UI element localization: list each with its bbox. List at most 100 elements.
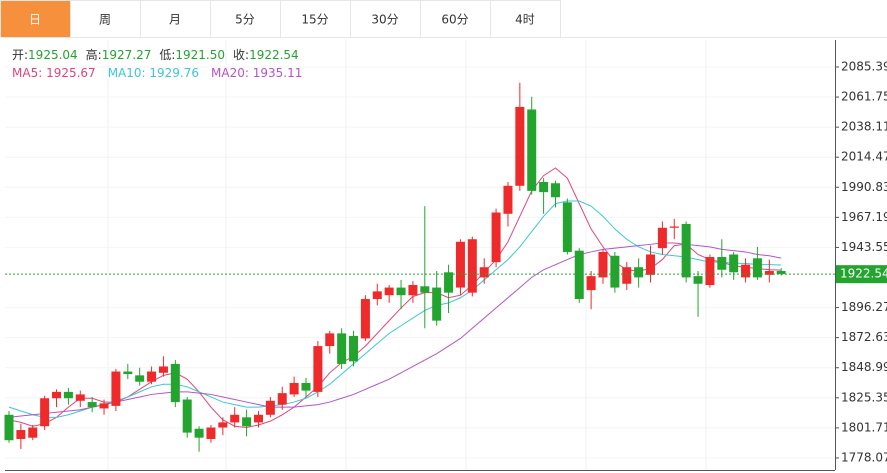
- candle-body: [147, 371, 157, 382]
- candle-body: [515, 106, 525, 186]
- candle-body: [87, 402, 97, 408]
- candle-body: [741, 264, 751, 278]
- info-value: 1921.50: [175, 48, 225, 62]
- last-price-box: [836, 265, 887, 284]
- y-tick-label: 1801.71: [841, 420, 887, 434]
- candle-body: [562, 202, 572, 252]
- ma-value: 1929.76: [149, 66, 199, 80]
- candle-body: [52, 391, 62, 399]
- ma-colon: :: [38, 66, 46, 80]
- candle-body: [75, 394, 85, 401]
- candle-body: [693, 276, 703, 284]
- y-tick-label: 2085.39: [841, 59, 887, 73]
- candle-body: [610, 255, 620, 288]
- candle-body: [634, 267, 644, 278]
- candle-body: [622, 267, 632, 284]
- candle-body: [194, 428, 204, 438]
- candle-body: [170, 363, 180, 403]
- candle-body: [16, 430, 26, 439]
- candle-body: [467, 239, 477, 293]
- candle-body: [135, 375, 145, 382]
- info-label: 开:: [12, 48, 28, 62]
- y-tick-label: 1943.55: [841, 240, 887, 254]
- candle-body: [574, 250, 584, 300]
- candle-body: [586, 276, 596, 291]
- candle-body: [776, 270, 786, 275]
- candle-body: [28, 427, 38, 438]
- y-tick-label: 2061.75: [841, 90, 887, 104]
- candle-body: [764, 271, 774, 275]
- candle-body: [432, 287, 442, 321]
- ma-name: MA20: [211, 66, 245, 80]
- candle-body: [657, 227, 667, 249]
- ma-colon: :: [245, 66, 253, 80]
- tab-label[interactable]: 5分: [235, 13, 255, 27]
- candle-body: [158, 366, 168, 373]
- tab[interactable]: [70, 0, 141, 38]
- info-value: 1922.54: [249, 48, 299, 62]
- ma-line: [8, 242, 782, 418]
- y-tick-label: 1967.19: [841, 210, 887, 224]
- candle-body: [669, 226, 679, 228]
- candle-body: [360, 299, 370, 339]
- tab-label[interactable]: 周: [99, 13, 111, 27]
- ma-colon: :: [142, 66, 150, 80]
- candle-body: [230, 414, 240, 423]
- y-tick-label: 1896.27: [841, 300, 887, 314]
- tab[interactable]: [210, 0, 281, 38]
- tab-label[interactable]: 4时: [515, 13, 535, 27]
- candle-body: [479, 267, 489, 278]
- tab-label[interactable]: 月: [169, 13, 181, 27]
- candle-body: [503, 185, 513, 214]
- y-tick-label: 1848.99: [841, 360, 887, 374]
- ma-name: MA5: [12, 66, 38, 80]
- y-tick-label: 1778.07: [841, 450, 887, 464]
- candle-body: [4, 414, 14, 441]
- info-label: 收:: [233, 48, 249, 62]
- tab-label[interactable]: 日: [29, 13, 41, 27]
- candle-body: [349, 335, 359, 362]
- candle-body: [218, 422, 228, 428]
- candle-body: [242, 417, 252, 427]
- info-value: 1927.27: [102, 48, 152, 62]
- candle-body: [491, 212, 501, 263]
- last-price-label: 1922.54: [840, 267, 887, 281]
- candle-body: [646, 254, 656, 275]
- tab-label[interactable]: 30分: [371, 13, 398, 27]
- tab-label[interactable]: 15分: [301, 13, 328, 27]
- info-value: 1925.04: [28, 48, 78, 62]
- candle-body: [550, 183, 560, 198]
- tab[interactable]: [0, 0, 71, 38]
- candle-body: [313, 346, 323, 392]
- candle-body: [40, 398, 50, 427]
- tab[interactable]: [350, 0, 421, 38]
- candle-body: [527, 109, 537, 191]
- candle-body: [729, 254, 739, 273]
- candle-body: [277, 393, 287, 405]
- y-tick-label: 2014.47: [841, 150, 887, 164]
- tab[interactable]: [490, 0, 561, 38]
- candle-body: [444, 272, 454, 293]
- ma-name: MA10: [108, 66, 142, 80]
- tab[interactable]: [140, 0, 211, 38]
- ohlc-info: 开:1925.04 高:1927.27 低:1921.50 收:1922.54: [12, 47, 299, 62]
- y-tick-label: 2038.11: [841, 120, 887, 134]
- candle-body: [455, 241, 465, 288]
- candle-body: [289, 382, 299, 395]
- ma-line: [8, 200, 782, 418]
- candle-body: [372, 291, 382, 300]
- candle-body: [717, 257, 727, 270]
- candle-body: [681, 223, 691, 278]
- y-tick-label: 1872.63: [841, 330, 887, 344]
- candle-body: [111, 371, 121, 406]
- ma-value: 1925.67: [46, 66, 96, 80]
- candle-body: [99, 403, 109, 409]
- candle-body: [598, 251, 608, 278]
- tab[interactable]: [280, 0, 351, 38]
- tab-label[interactable]: 60分: [441, 13, 468, 27]
- candle-body: [206, 427, 216, 439]
- candle-body: [301, 382, 311, 391]
- candle-body: [705, 257, 715, 286]
